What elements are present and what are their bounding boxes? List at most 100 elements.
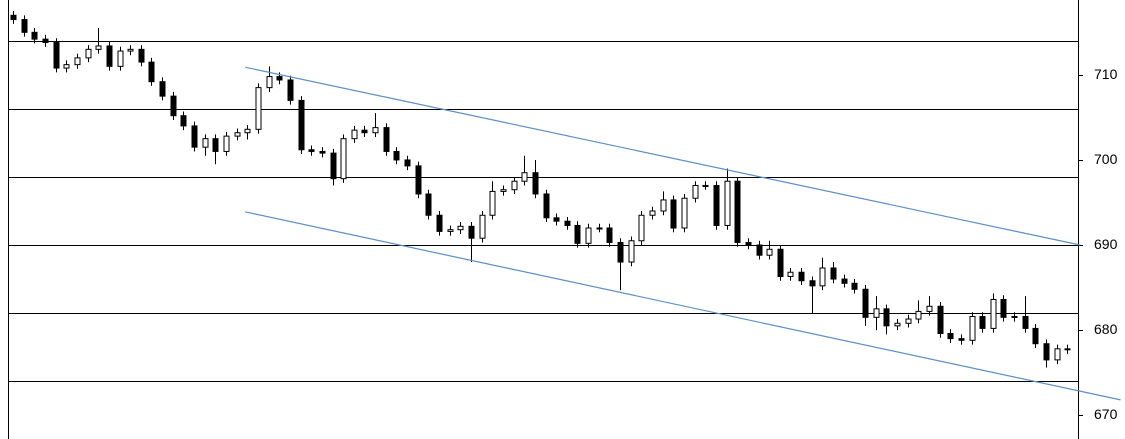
candle-body	[117, 50, 124, 67]
candle-body	[95, 45, 102, 50]
candle-body	[756, 244, 763, 256]
candle-body	[937, 305, 944, 335]
candle-body	[212, 138, 219, 152]
candle-body	[745, 241, 752, 246]
candle-body	[404, 159, 411, 167]
candle-body	[926, 305, 933, 312]
candle-body	[361, 129, 368, 134]
candle-body	[819, 267, 826, 287]
candle-body	[862, 288, 869, 318]
candle-body	[649, 210, 656, 216]
candle-body	[1064, 348, 1071, 351]
candle-body	[372, 127, 379, 134]
candle-body	[276, 76, 283, 81]
candle-body	[894, 322, 901, 327]
candle-body	[191, 125, 198, 148]
candle-body	[234, 132, 241, 137]
candle-body	[724, 180, 731, 226]
candle-body	[638, 214, 645, 242]
candle-body	[905, 318, 912, 324]
candle-body	[702, 184, 709, 187]
candle-body	[596, 227, 603, 230]
candle-body	[159, 81, 166, 97]
candle-body	[979, 315, 986, 329]
candle-body	[53, 42, 60, 69]
candle-body	[809, 280, 816, 287]
candle-body	[798, 271, 805, 282]
candle-body	[170, 95, 177, 117]
candle-body	[873, 308, 880, 318]
candle-body	[351, 129, 358, 140]
candle-body	[106, 45, 113, 67]
candle-body	[21, 19, 28, 33]
candle-body	[180, 115, 187, 127]
candle-body	[298, 99, 305, 151]
candle-body	[1000, 298, 1007, 318]
candle-body	[692, 184, 699, 199]
y-tick-label: 710	[1094, 66, 1118, 82]
candle-body	[553, 217, 560, 222]
candle-body	[1022, 315, 1029, 329]
candle-body	[1032, 327, 1039, 345]
candle-body	[468, 225, 475, 239]
candle-body	[511, 180, 518, 191]
candle-body	[42, 38, 49, 44]
candle-body	[585, 227, 592, 244]
candle-body	[330, 152, 337, 180]
candle-body	[457, 225, 464, 231]
candle-body	[787, 271, 794, 278]
candle-body	[915, 310, 922, 320]
candle-body	[393, 150, 400, 161]
y-tick-label: 670	[1094, 406, 1118, 422]
candle-body	[606, 227, 613, 243]
candle-body	[489, 190, 496, 216]
candle-body	[777, 248, 784, 278]
candle-body	[830, 267, 837, 280]
candle-body	[1043, 343, 1050, 361]
candle-body	[10, 14, 17, 21]
candle-body	[617, 241, 624, 263]
candle-body	[447, 229, 454, 232]
candle-body	[244, 128, 251, 134]
candle-body	[127, 48, 134, 52]
candle-body	[713, 184, 720, 226]
candle-body	[425, 193, 432, 216]
candle-body	[574, 224, 581, 244]
trend-line	[245, 66, 1081, 246]
candle-body	[766, 248, 773, 256]
candle-body	[841, 278, 848, 284]
candle-body	[63, 64, 70, 69]
candle-body	[883, 308, 890, 327]
y-tick-label: 690	[1094, 236, 1118, 252]
candle-body	[287, 79, 294, 101]
candle-body	[308, 149, 315, 152]
candle-body	[436, 214, 443, 232]
candle-body	[1054, 348, 1061, 361]
candle-body	[681, 197, 688, 229]
candle-body	[148, 61, 155, 83]
candle-body	[660, 199, 667, 212]
candle-body	[969, 315, 976, 341]
candle-body	[958, 338, 965, 341]
candle-body	[266, 76, 273, 89]
trend-line	[245, 211, 1121, 401]
candle-body	[670, 199, 677, 229]
candle-body	[947, 333, 954, 340]
candle-body	[628, 240, 635, 263]
candle-body	[1011, 315, 1018, 318]
candle-body	[319, 150, 326, 154]
candle-body	[415, 165, 422, 195]
candle-body	[500, 189, 507, 192]
candle-body	[564, 220, 571, 226]
candle-body	[202, 138, 209, 148]
candle-body	[383, 127, 390, 152]
y-tick-label: 700	[1094, 151, 1118, 167]
candle-body	[31, 31, 38, 40]
candle-body	[85, 48, 92, 59]
candle-body	[543, 193, 550, 219]
y-tick-label: 680	[1094, 321, 1118, 337]
candle-body	[255, 87, 262, 130]
